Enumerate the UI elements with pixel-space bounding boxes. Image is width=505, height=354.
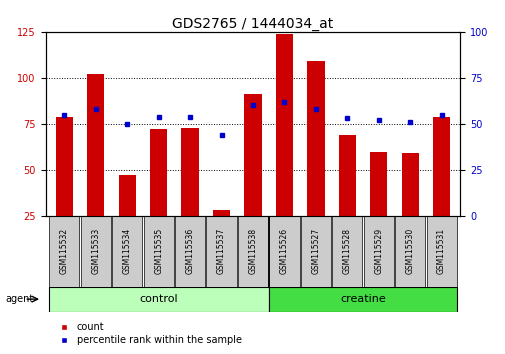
Bar: [307, 61, 324, 216]
Bar: [432, 116, 449, 216]
Text: GSM115531: GSM115531: [436, 228, 445, 274]
FancyBboxPatch shape: [175, 216, 205, 287]
Bar: [369, 152, 387, 216]
FancyBboxPatch shape: [49, 216, 79, 287]
FancyBboxPatch shape: [206, 216, 236, 287]
FancyBboxPatch shape: [363, 216, 393, 287]
FancyBboxPatch shape: [268, 287, 457, 312]
Bar: [150, 130, 167, 216]
Bar: [401, 153, 418, 216]
Text: GSM115535: GSM115535: [154, 228, 163, 274]
FancyBboxPatch shape: [332, 216, 362, 287]
FancyBboxPatch shape: [81, 216, 111, 287]
Text: agent: agent: [5, 294, 33, 304]
Text: control: control: [139, 294, 178, 304]
Bar: [213, 210, 230, 216]
Text: GSM115536: GSM115536: [185, 228, 194, 274]
Text: GSM115534: GSM115534: [123, 228, 131, 274]
Text: GSM115527: GSM115527: [311, 228, 320, 274]
FancyBboxPatch shape: [112, 216, 142, 287]
Bar: [87, 74, 104, 216]
Bar: [56, 116, 73, 216]
Text: GSM115529: GSM115529: [374, 228, 382, 274]
FancyBboxPatch shape: [237, 216, 268, 287]
Bar: [244, 95, 261, 216]
Bar: [181, 127, 198, 216]
FancyBboxPatch shape: [269, 216, 299, 287]
FancyBboxPatch shape: [300, 216, 330, 287]
Bar: [118, 176, 136, 216]
FancyBboxPatch shape: [48, 287, 268, 312]
Legend: count, percentile rank within the sample: count, percentile rank within the sample: [50, 319, 245, 349]
Text: GSM115526: GSM115526: [279, 228, 288, 274]
FancyBboxPatch shape: [143, 216, 173, 287]
Text: GSM115538: GSM115538: [248, 228, 257, 274]
Text: GSM115537: GSM115537: [217, 228, 226, 274]
Text: GSM115533: GSM115533: [91, 228, 100, 274]
Bar: [338, 135, 355, 216]
Text: GSM115530: GSM115530: [405, 228, 414, 274]
Text: creatine: creatine: [339, 294, 385, 304]
FancyBboxPatch shape: [426, 216, 456, 287]
Text: GSM115528: GSM115528: [342, 228, 351, 274]
FancyBboxPatch shape: [394, 216, 424, 287]
Title: GDS2765 / 1444034_at: GDS2765 / 1444034_at: [172, 17, 333, 31]
Text: GSM115532: GSM115532: [60, 228, 69, 274]
Bar: [275, 34, 292, 216]
